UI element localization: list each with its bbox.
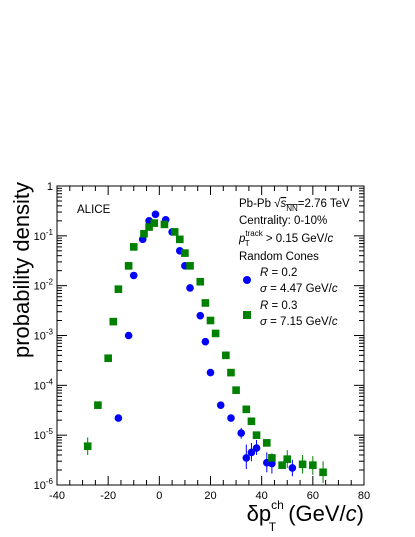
data-point-r03 bbox=[196, 277, 205, 286]
data-point-r03 bbox=[160, 220, 169, 229]
data-point-r03 bbox=[252, 431, 261, 439]
data-point-r02 bbox=[129, 271, 138, 280]
data-points bbox=[83, 210, 327, 483]
x-tick-label: -40 bbox=[49, 490, 65, 502]
data-point-r03 bbox=[129, 243, 138, 251]
y-tick-label: 10-6 bbox=[34, 477, 54, 492]
legend-header-centrality: Centrality: 0-10% bbox=[239, 215, 327, 227]
data-point-r03 bbox=[232, 386, 240, 394]
x-tick-label: 0 bbox=[156, 490, 162, 502]
data-point-r03 bbox=[83, 442, 92, 451]
y-tick-label: 10-4 bbox=[34, 377, 54, 392]
legend: Pb-Pb √sNN=2.76 TeV Centrality: 0-10% pt… bbox=[238, 197, 350, 328]
legend-header-collision: Pb-Pb √sNN=2.76 TeV bbox=[239, 197, 350, 213]
data-point-r03 bbox=[278, 461, 286, 469]
y-tick-label: 1 bbox=[47, 181, 53, 193]
data-point-r02 bbox=[196, 311, 205, 320]
data-point-r03 bbox=[222, 351, 230, 360]
data-point-r03 bbox=[298, 460, 307, 469]
data-point-r03 bbox=[114, 285, 123, 293]
data-point-r03 bbox=[170, 228, 179, 236]
legend-label-r02-sigma: σ = 4.47 GeV/c bbox=[260, 283, 338, 295]
data-point-r02 bbox=[288, 464, 297, 472]
axis-ticks bbox=[56, 185, 365, 486]
data-point-r02 bbox=[201, 337, 210, 346]
data-point-r03 bbox=[206, 316, 215, 325]
data-point-r03 bbox=[268, 454, 276, 462]
data-point-r02 bbox=[242, 454, 251, 462]
alice-annotation: ALICE bbox=[77, 204, 111, 216]
data-point-r03 bbox=[104, 354, 112, 363]
data-point-r03 bbox=[140, 229, 148, 238]
data-point-r02 bbox=[206, 368, 215, 377]
data-point-r03 bbox=[262, 439, 271, 447]
legend-label-r03-radius: R = 0.3 bbox=[260, 300, 297, 312]
data-point-r02 bbox=[216, 401, 225, 409]
y-axis-title: probability density bbox=[9, 182, 34, 358]
data-point-r03 bbox=[309, 461, 317, 469]
x-tick-label: 80 bbox=[358, 490, 370, 502]
data-point-r03 bbox=[145, 223, 153, 231]
y-tick-label: 10-3 bbox=[34, 328, 54, 343]
data-point-r03 bbox=[283, 455, 292, 463]
data-point-r03 bbox=[186, 262, 194, 270]
data-point-r03 bbox=[227, 368, 235, 377]
x-tick-label: -20 bbox=[100, 490, 116, 502]
data-point-r02 bbox=[124, 331, 133, 340]
x-tick-label: 20 bbox=[204, 490, 216, 502]
axis-tick-labels: -40 -20 0 20 40 60 80 10-6 10-5 10-4 10-3 10-2 10-1 1 bbox=[34, 181, 371, 502]
plot-frame bbox=[56, 185, 365, 486]
data-point-r02 bbox=[227, 414, 235, 422]
data-point-r03 bbox=[319, 468, 327, 477]
data-point-r02 bbox=[252, 444, 261, 452]
data-point-r03 bbox=[242, 405, 251, 414]
data-point-r03 bbox=[181, 249, 189, 257]
data-point-r02 bbox=[237, 429, 245, 437]
y-tick-label: 10-2 bbox=[34, 278, 54, 293]
legend-marker-r02 bbox=[243, 276, 251, 284]
legend-header-track-cut: ptrack T > 0.15 GeV/c bbox=[238, 229, 334, 248]
x-tick-label: 60 bbox=[307, 490, 319, 502]
legend-label-r02-radius: R = 0.2 bbox=[260, 267, 297, 279]
data-point-r03 bbox=[211, 329, 220, 338]
legend-label-r03-sigma: σ = 7.15 GeV/c bbox=[260, 316, 338, 328]
data-point-r02 bbox=[114, 414, 123, 422]
data-point-r03 bbox=[124, 262, 133, 270]
data-point-r03 bbox=[176, 235, 184, 244]
data-point-r03 bbox=[109, 317, 118, 326]
x-axis-title: δpch T (GeV/c) bbox=[247, 498, 364, 534]
data-point-r03 bbox=[150, 219, 159, 227]
y-tick-label: 10-5 bbox=[34, 427, 54, 442]
legend-header-random-cones: Random Cones bbox=[239, 251, 319, 263]
data-point-r03 bbox=[201, 299, 210, 307]
y-tick-label: 10-1 bbox=[34, 228, 54, 243]
data-point-r03 bbox=[247, 417, 256, 426]
data-point-r02 bbox=[247, 448, 256, 457]
x-tick-label: 40 bbox=[256, 490, 268, 502]
data-point-r02 bbox=[186, 284, 194, 292]
data-point-r02 bbox=[151, 210, 160, 219]
data-point-r03 bbox=[94, 401, 102, 409]
legend-marker-r03 bbox=[243, 311, 251, 319]
